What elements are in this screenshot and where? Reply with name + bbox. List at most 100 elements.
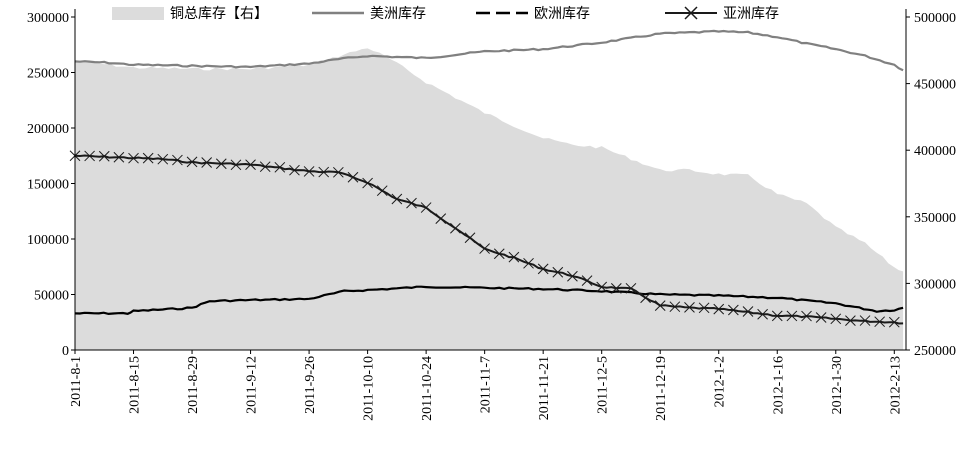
x-tick-label: 2011-11-21 xyxy=(537,356,552,420)
series-marker xyxy=(625,282,637,294)
series-marker xyxy=(640,292,651,304)
legend-item: 亚洲库存 xyxy=(665,6,779,22)
x-tick-label: 2011-8-15 xyxy=(128,356,143,414)
series-marker xyxy=(815,312,827,323)
series-marker xyxy=(464,232,476,244)
right-tick-label: 450000 xyxy=(914,78,956,93)
left-tick-label: 200000 xyxy=(27,122,69,137)
x-tick-label: 2012-1-2 xyxy=(713,356,728,407)
series-marker xyxy=(523,257,534,269)
right-tick-label: 250000 xyxy=(914,344,956,359)
series-marker xyxy=(669,301,681,313)
area-layer xyxy=(75,48,904,351)
left-tick-label: 50000 xyxy=(34,289,69,304)
x-tick-label: 2012-2-13 xyxy=(888,356,903,414)
legend-label: 美洲库存 xyxy=(370,6,426,22)
series-marker xyxy=(728,304,739,316)
axis-layer: 3000002500002000001500001000005000005000… xyxy=(27,9,956,421)
series-marker xyxy=(596,281,608,293)
series-marker xyxy=(888,316,900,328)
series-line-3 xyxy=(74,154,904,325)
series-marker xyxy=(318,166,330,178)
legend-label: 亚洲库存 xyxy=(723,6,779,22)
series-marker xyxy=(172,154,183,166)
left-tick-label: 300000 xyxy=(27,11,69,26)
series-marker xyxy=(830,313,842,325)
series-marker xyxy=(113,151,125,163)
x-tick-label: 2011-9-26 xyxy=(303,356,318,414)
right-tick-label: 400000 xyxy=(914,144,956,159)
series-marker xyxy=(874,316,886,328)
legend-item: 铜总库存【右】 xyxy=(112,6,268,22)
series-marker xyxy=(713,303,725,315)
series-marker xyxy=(274,161,286,173)
legend-item: 欧洲库存 xyxy=(476,6,590,22)
x-tick-label: 2011-11-7 xyxy=(479,356,494,413)
series-marker xyxy=(698,302,710,314)
series-marker xyxy=(684,302,695,313)
series-marker xyxy=(786,310,798,322)
left-tick-label: 150000 xyxy=(27,178,69,193)
series-marker xyxy=(245,159,256,171)
x-tick-label: 2012-1-16 xyxy=(771,356,786,414)
x-tick-label: 2011-12-19 xyxy=(654,356,669,421)
series-marker xyxy=(742,306,754,317)
x-tick-label: 2012-1-30 xyxy=(830,356,845,414)
series-marker xyxy=(230,159,242,171)
legend: 铜总库存【右】 美洲库存 欧洲库存 亚洲库存 xyxy=(112,6,779,22)
left-tick-label: 0 xyxy=(62,344,69,359)
series-marker xyxy=(84,150,95,162)
line-layer xyxy=(69,29,904,328)
series-marker xyxy=(435,213,447,224)
series-marker xyxy=(362,177,373,189)
x-tick-label: 2011-9-12 xyxy=(245,356,260,414)
series-marker xyxy=(201,157,213,168)
series-marker xyxy=(186,156,198,168)
legend-item: 美洲库存 xyxy=(312,6,426,22)
series-area-total xyxy=(75,48,904,351)
legend-marker xyxy=(684,6,698,20)
series-marker xyxy=(493,248,505,260)
series-marker xyxy=(376,185,388,197)
series-line-2 xyxy=(74,285,904,316)
series-marker xyxy=(289,164,300,176)
series-marker xyxy=(801,310,812,322)
series-marker xyxy=(98,150,110,162)
series-marker xyxy=(347,171,359,183)
series-marker xyxy=(654,300,666,311)
right-tick-label: 500000 xyxy=(914,11,956,26)
series-marker xyxy=(128,152,139,164)
series-marker xyxy=(303,166,315,177)
legend-label: 欧洲库存 xyxy=(534,6,590,22)
legend-label: 铜总库存【右】 xyxy=(170,6,268,22)
right-tick-label: 350000 xyxy=(914,211,956,226)
series-marker xyxy=(771,310,783,322)
series-marker xyxy=(859,315,871,326)
series-marker xyxy=(508,251,520,263)
series-marker xyxy=(332,166,344,178)
series-marker xyxy=(610,282,622,294)
right-tick-label: 300000 xyxy=(914,277,956,292)
series-marker xyxy=(757,308,768,320)
left-tick-label: 100000 xyxy=(27,233,69,248)
x-tick-label: 2011-8-29 xyxy=(186,356,201,414)
series-marker xyxy=(391,193,403,205)
series-marker xyxy=(450,222,461,234)
series-marker xyxy=(479,243,491,254)
legend-swatch xyxy=(112,7,164,20)
x-tick-label: 2011-12-5 xyxy=(596,356,611,414)
series-marker xyxy=(567,270,578,282)
series-marker xyxy=(406,197,417,209)
series-marker xyxy=(259,161,271,173)
x-tick-label: 2011-8-1 xyxy=(69,356,84,407)
series-marker xyxy=(845,315,856,326)
series-marker xyxy=(581,275,593,287)
series-marker xyxy=(552,266,564,278)
series-line-1 xyxy=(74,29,904,72)
left-tick-label: 250000 xyxy=(27,67,69,82)
x-tick-label: 2011-10-10 xyxy=(362,356,377,421)
series-marker xyxy=(157,153,169,165)
series-marker xyxy=(142,152,154,164)
